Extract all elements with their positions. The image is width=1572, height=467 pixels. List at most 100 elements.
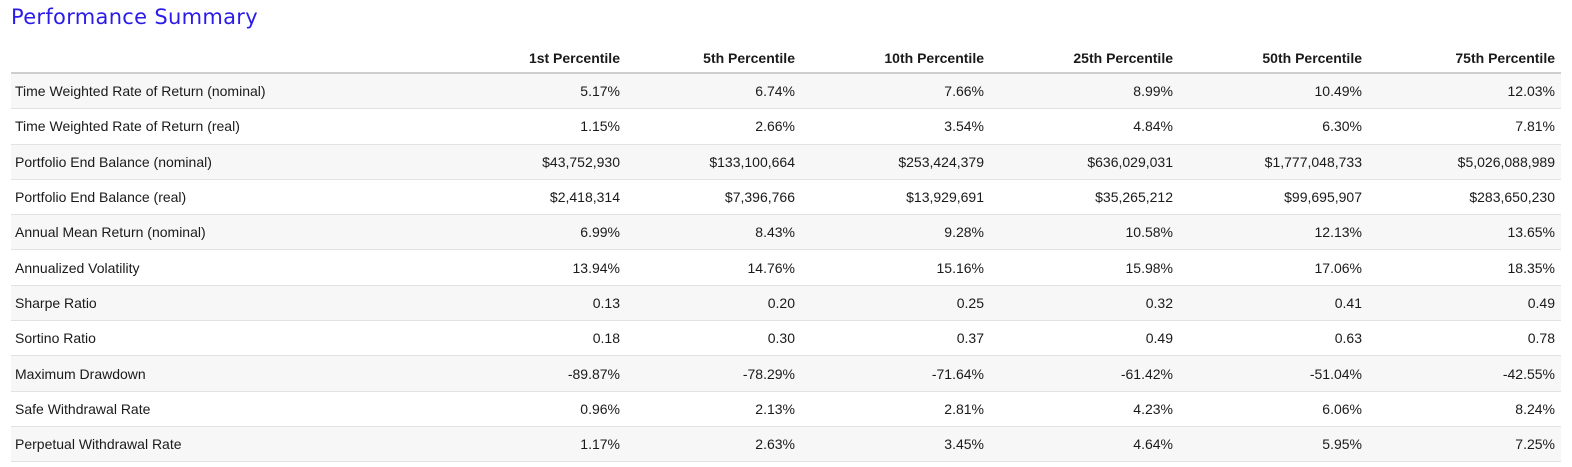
table-cell: 4.23% bbox=[990, 391, 1179, 427]
header-cell-1st-percentile: 1st Percentile bbox=[457, 43, 626, 74]
table-cell: -78.29% bbox=[626, 355, 801, 392]
header-row: 1st Percentile 5th Percentile 10th Perce… bbox=[11, 43, 1561, 74]
table-cell: 0.30 bbox=[626, 320, 801, 357]
header-cell-10th-percentile: 10th Percentile bbox=[801, 43, 990, 74]
table-cell: 10.58% bbox=[990, 214, 1179, 251]
table-row: Sortino Ratio 0.18 0.30 0.37 0.49 0.63 0.78 bbox=[11, 320, 1561, 357]
table-cell: $253,424,379 bbox=[801, 144, 990, 180]
table-cell: 0.13 bbox=[457, 285, 626, 322]
header-cell-75th-percentile: 75th Percentile bbox=[1368, 43, 1561, 74]
table-cell: 2.66% bbox=[626, 108, 801, 145]
row-label: Sharpe Ratio bbox=[11, 285, 457, 322]
row-label: Time Weighted Rate of Return (real) bbox=[11, 108, 457, 145]
table-cell: 10.49% bbox=[1179, 73, 1368, 110]
table-cell: $2,418,314 bbox=[457, 179, 626, 216]
row-label: Sortino Ratio bbox=[11, 320, 457, 357]
table-cell: 2.81% bbox=[801, 391, 990, 427]
table-cell: $133,100,664 bbox=[626, 144, 801, 180]
row-label: Safe Withdrawal Rate bbox=[11, 391, 457, 427]
table-cell: 12.13% bbox=[1179, 214, 1368, 251]
table-cell: 6.99% bbox=[457, 214, 626, 251]
table-cell: 9.28% bbox=[801, 214, 990, 251]
header-cell-50th-percentile: 50th Percentile bbox=[1179, 43, 1368, 74]
row-label: Annualized Volatility bbox=[11, 249, 457, 286]
table-row: Maximum Drawdown -89.87% -78.29% -71.64% -61… bbox=[11, 355, 1561, 392]
page-title: Performance Summary bbox=[11, 5, 258, 29]
table-cell: 0.96% bbox=[457, 391, 626, 427]
table-cell: 0.20 bbox=[626, 285, 801, 322]
table-row: Annualized Volatility 13.94% 14.76% 15.16% 1… bbox=[11, 249, 1561, 286]
table-cell: -42.55% bbox=[1368, 355, 1561, 392]
table-body: Time Weighted Rate of Return (nominal) 5.… bbox=[11, 73, 1561, 463]
table-row: Time Weighted Rate of Return (real) 1.15%… bbox=[11, 108, 1561, 145]
table-cell: 8.99% bbox=[990, 73, 1179, 110]
table-row: Portfolio End Balance (nominal) $43,752,9… bbox=[11, 144, 1561, 180]
table-cell: 1.17% bbox=[457, 426, 626, 463]
table-cell: 7.25% bbox=[1368, 426, 1561, 463]
performance-summary-table: 1st Percentile 5th Percentile 10th Perce… bbox=[11, 43, 1561, 463]
table-cell: 13.94% bbox=[457, 249, 626, 286]
table-cell: 4.84% bbox=[990, 108, 1179, 145]
table-cell: $5,026,088,989 bbox=[1368, 144, 1561, 180]
table-row: Sharpe Ratio 0.13 0.20 0.25 0.32 0.41 0.49 bbox=[11, 285, 1561, 322]
table-cell: 0.78 bbox=[1368, 320, 1561, 357]
table-cell: $43,752,930 bbox=[457, 144, 626, 180]
table-cell: 4.64% bbox=[990, 426, 1179, 463]
table-cell: 0.32 bbox=[990, 285, 1179, 322]
table-cell: 7.81% bbox=[1368, 108, 1561, 145]
table-cell: 2.13% bbox=[626, 391, 801, 427]
table-cell: 0.37 bbox=[801, 320, 990, 357]
table-header: 1st Percentile 5th Percentile 10th Perce… bbox=[11, 43, 1561, 74]
table-cell: 7.66% bbox=[801, 73, 990, 110]
table-cell: 1.15% bbox=[457, 108, 626, 145]
table-cell: -89.87% bbox=[457, 355, 626, 392]
table-cell: 6.30% bbox=[1179, 108, 1368, 145]
table-cell: $13,929,691 bbox=[801, 179, 990, 216]
table-cell: 2.63% bbox=[626, 426, 801, 463]
table-cell: 18.35% bbox=[1368, 249, 1561, 286]
table-cell: $99,695,907 bbox=[1179, 179, 1368, 216]
row-label: Maximum Drawdown bbox=[11, 355, 457, 392]
table-cell: 0.41 bbox=[1179, 285, 1368, 322]
table-cell: $7,396,766 bbox=[626, 179, 801, 216]
row-label: Time Weighted Rate of Return (nominal) bbox=[11, 73, 457, 110]
table-cell: 6.74% bbox=[626, 73, 801, 110]
table-cell: 3.45% bbox=[801, 426, 990, 463]
table-cell: 0.49 bbox=[1368, 285, 1561, 322]
row-label: Annual Mean Return (nominal) bbox=[11, 214, 457, 251]
table-row: Safe Withdrawal Rate 0.96% 2.13% 2.81% 4.23%… bbox=[11, 391, 1561, 427]
table-cell: $283,650,230 bbox=[1368, 179, 1561, 216]
header-cell-5th-percentile: 5th Percentile bbox=[626, 43, 801, 74]
table-cell: 0.49 bbox=[990, 320, 1179, 357]
table-cell: 13.65% bbox=[1368, 214, 1561, 251]
table-cell: 6.06% bbox=[1179, 391, 1368, 427]
header-cell-metric bbox=[11, 43, 457, 74]
table-row: Time Weighted Rate of Return (nominal) 5.… bbox=[11, 73, 1561, 110]
row-label: Perpetual Withdrawal Rate bbox=[11, 426, 457, 463]
table-cell: -51.04% bbox=[1179, 355, 1368, 392]
table-cell: 0.18 bbox=[457, 320, 626, 357]
table-cell: 15.16% bbox=[801, 249, 990, 286]
table-cell: 17.06% bbox=[1179, 249, 1368, 286]
table-row: Portfolio End Balance (real) $2,418,314 $7… bbox=[11, 179, 1561, 216]
row-label: Portfolio End Balance (nominal) bbox=[11, 144, 457, 180]
table-cell: -61.42% bbox=[990, 355, 1179, 392]
header-cell-25th-percentile: 25th Percentile bbox=[990, 43, 1179, 74]
table-cell: $35,265,212 bbox=[990, 179, 1179, 216]
table-cell: 0.63 bbox=[1179, 320, 1368, 357]
row-label: Portfolio End Balance (real) bbox=[11, 179, 457, 216]
table-row: Perpetual Withdrawal Rate 1.17% 2.63% 3.45%… bbox=[11, 426, 1561, 463]
table-cell: 5.17% bbox=[457, 73, 626, 110]
table-cell: 15.98% bbox=[990, 249, 1179, 286]
table-row: Annual Mean Return (nominal) 6.99% 8.43% 9.… bbox=[11, 214, 1561, 251]
table-cell: 3.54% bbox=[801, 108, 990, 145]
table-cell: $636,029,031 bbox=[990, 144, 1179, 180]
table-cell: $1,777,048,733 bbox=[1179, 144, 1368, 180]
table-cell: 0.25 bbox=[801, 285, 990, 322]
table-cell: 8.43% bbox=[626, 214, 801, 251]
table-cell: 8.24% bbox=[1368, 391, 1561, 427]
table-cell: 5.95% bbox=[1179, 426, 1368, 463]
table-cell: 12.03% bbox=[1368, 73, 1561, 110]
table-cell: 14.76% bbox=[626, 249, 801, 286]
table-cell: -71.64% bbox=[801, 355, 990, 392]
